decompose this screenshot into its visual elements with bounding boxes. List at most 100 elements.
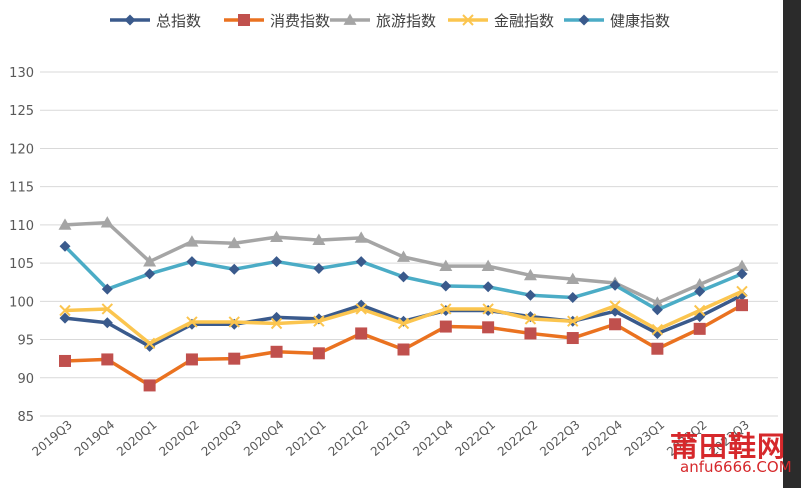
- data-point: [355, 327, 368, 340]
- data-point: [354, 231, 368, 243]
- data-point: [313, 262, 325, 274]
- x-axis-ticks: 2019Q32019Q42020Q12020Q22020Q32020Q42021…: [29, 418, 751, 459]
- data-point: [693, 278, 707, 290]
- x-tick-label: 2020Q3: [199, 418, 244, 459]
- data-point: [693, 322, 706, 335]
- data-point: [59, 354, 71, 367]
- y-tick-label: 120: [9, 142, 34, 157]
- x-tick-label: 2022Q4: [580, 418, 625, 459]
- data-point: [270, 230, 284, 242]
- legend-item: 金融指数: [448, 12, 554, 30]
- data-point: [524, 289, 536, 301]
- data-point: [270, 317, 283, 330]
- data-point: [566, 332, 579, 345]
- data-point: [482, 321, 495, 334]
- data-point: [185, 235, 199, 247]
- data-point: [481, 259, 495, 272]
- series-4: [59, 285, 748, 350]
- data-point: [397, 317, 410, 330]
- x-tick-label: 2020Q2: [156, 418, 201, 459]
- data-point: [186, 256, 198, 268]
- data-point: [523, 268, 537, 281]
- data-point: [398, 271, 409, 283]
- series-3: [58, 216, 749, 308]
- data-point: [186, 316, 198, 328]
- data-point: [343, 13, 357, 25]
- data-point: [462, 14, 474, 26]
- x-tick-label: 2022Q1: [453, 418, 498, 459]
- data-point: [313, 315, 325, 327]
- data-point: [651, 304, 663, 316]
- data-point: [567, 292, 579, 304]
- data-point: [101, 283, 113, 295]
- data-point: [397, 343, 410, 356]
- x-tick-label: 2021Q3: [368, 418, 413, 459]
- legend: 总指数 消费指数 旅游指数 金融指数 健康指数: [110, 12, 670, 30]
- x-tick-label: 2021Q1: [283, 418, 328, 459]
- data-point: [124, 14, 136, 26]
- data-point: [271, 311, 283, 323]
- window-edge: [783, 0, 801, 488]
- data-point: [524, 327, 537, 340]
- data-point: [228, 316, 240, 328]
- data-point: [651, 327, 663, 339]
- data-point: [59, 240, 71, 252]
- series-2: [59, 299, 748, 392]
- data-point: [270, 345, 283, 358]
- data-point: [143, 255, 157, 267]
- y-tick-label: 90: [17, 372, 34, 387]
- data-point: [101, 317, 113, 329]
- x-tick-label: 2022Q2: [495, 418, 540, 459]
- data-point: [735, 259, 749, 272]
- y-tick-label: 115: [9, 181, 34, 196]
- data-point: [59, 312, 71, 324]
- legend-label: 总指数: [156, 12, 201, 30]
- data-point: [651, 323, 664, 336]
- y-tick-label: 125: [9, 104, 34, 119]
- x-tick-label: 2021Q4: [410, 418, 455, 459]
- y-tick-label: 100: [9, 295, 34, 310]
- data-point: [439, 320, 452, 333]
- data-point: [439, 259, 453, 272]
- y-tick-label: 95: [17, 334, 34, 349]
- data-point: [227, 236, 241, 249]
- data-point: [440, 280, 452, 292]
- data-point: [58, 218, 72, 230]
- data-point: [355, 299, 367, 311]
- y-axis-ticks: 85 90 95 100 105 110 115 120 125 130: [9, 66, 34, 425]
- data-point: [482, 281, 494, 293]
- data-point: [355, 256, 367, 268]
- data-point: [651, 342, 664, 355]
- data-point: [355, 303, 367, 315]
- legend-item: 消费指数: [224, 12, 330, 30]
- data-point: [482, 303, 494, 315]
- data-point: [578, 14, 590, 26]
- x-tick-label: 2019Q4: [72, 418, 117, 459]
- data-point: [143, 337, 156, 350]
- series-group: [58, 216, 749, 392]
- data-point: [566, 272, 580, 285]
- data-point: [609, 318, 622, 331]
- data-point: [228, 352, 241, 365]
- data-point: [736, 299, 748, 312]
- y-tick-label: 130: [9, 66, 34, 81]
- legend-item: 健康指数: [564, 12, 670, 30]
- x-tick-label: 2020Q1: [114, 418, 159, 459]
- data-point: [524, 313, 537, 325]
- data-point: [238, 14, 250, 26]
- legend-label: 金融指数: [494, 12, 554, 30]
- series-5: [59, 240, 748, 316]
- data-point: [100, 216, 114, 228]
- data-point: [59, 304, 71, 317]
- y-tick-label: 105: [9, 257, 34, 272]
- data-point: [650, 296, 664, 308]
- data-point: [312, 233, 326, 246]
- data-point: [397, 250, 410, 262]
- x-tick-label: 2019Q3: [29, 418, 74, 459]
- data-point: [736, 285, 748, 298]
- data-point: [185, 353, 198, 366]
- legend-item: 总指数: [110, 12, 201, 30]
- data-point: [228, 263, 240, 275]
- data-point: [567, 315, 579, 327]
